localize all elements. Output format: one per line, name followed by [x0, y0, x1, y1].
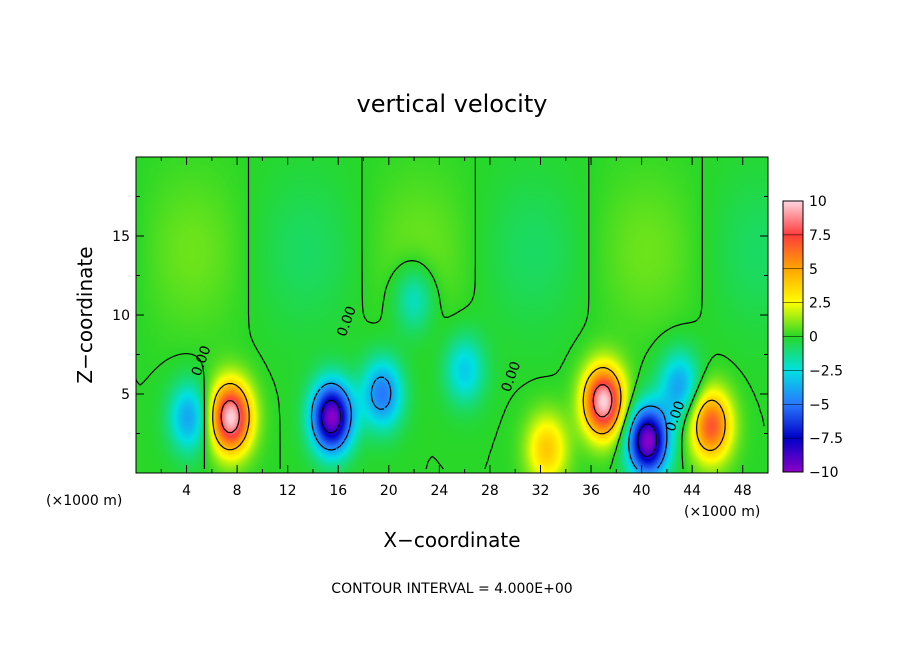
y-tick-label: 15 — [112, 229, 130, 245]
contour-interval-note: CONTOUR INTERVAL = 4.000E+00 — [331, 581, 572, 597]
plot-area: 0.000.00 0.000.00 — [135, 156, 769, 474]
x-tick-label: 24 — [430, 483, 448, 499]
colorbar-ticks: 10 7.5 5 2.5 0 −2.5 −5 −7.5 −10 — [783, 194, 843, 481]
colorbar-tick-label: −5 — [809, 397, 830, 413]
colorbar-tick-label: −10 — [809, 465, 839, 481]
x-tick-label: 12 — [279, 483, 297, 499]
contour-line — [212, 366, 726, 451]
x-unit-right: (×1000 m) — [684, 504, 760, 520]
y-tick-label: 10 — [112, 308, 130, 324]
x-axis-label: X−coordinate — [383, 528, 520, 552]
contour-line — [136, 157, 765, 470]
x-tick-label: 48 — [734, 483, 752, 499]
x-tick-label: 32 — [532, 483, 550, 499]
x-ticks: 4 8 12 16 20 24 28 32 36 40 44 48 — [160, 157, 752, 499]
y-tick-label: 5 — [121, 387, 130, 403]
colorbar: 10 7.5 5 2.5 0 −2.5 −5 −7.5 −10 — [782, 194, 843, 481]
x-tick-label: 16 — [329, 483, 347, 499]
colorbar-tick-label: 2.5 — [809, 296, 831, 312]
contour-lines: 0.000.00 0.000.00 — [136, 157, 765, 470]
contour-line — [220, 384, 613, 434]
contour-line — [320, 399, 658, 458]
y-axis-label: Z−coordinate — [73, 246, 97, 383]
x-tick-label: 44 — [683, 483, 701, 499]
chart-title: vertical velocity — [357, 90, 548, 118]
colorbar-tick-label: −2.5 — [809, 363, 843, 379]
x-tick-label: 20 — [380, 483, 398, 499]
x-tick-label: 28 — [481, 483, 499, 499]
colorbar-tick-label: 0 — [809, 330, 818, 346]
colorbar-tick-label: 10 — [809, 194, 827, 210]
contour-line — [310, 376, 668, 470]
x-tick-label: 36 — [582, 483, 600, 499]
x-tick-label: 8 — [233, 483, 242, 499]
x-tick-label: 40 — [633, 483, 651, 499]
x-tick-label: 4 — [182, 483, 191, 499]
colorbar-tick-label: 7.5 — [809, 228, 831, 244]
x-unit-left: (×1000 m) — [46, 493, 122, 509]
colorbar-tick-label: −7.5 — [809, 431, 843, 447]
y-ticks: 5 10 15 — [112, 196, 768, 434]
colorbar-tick-label: 5 — [809, 262, 818, 278]
